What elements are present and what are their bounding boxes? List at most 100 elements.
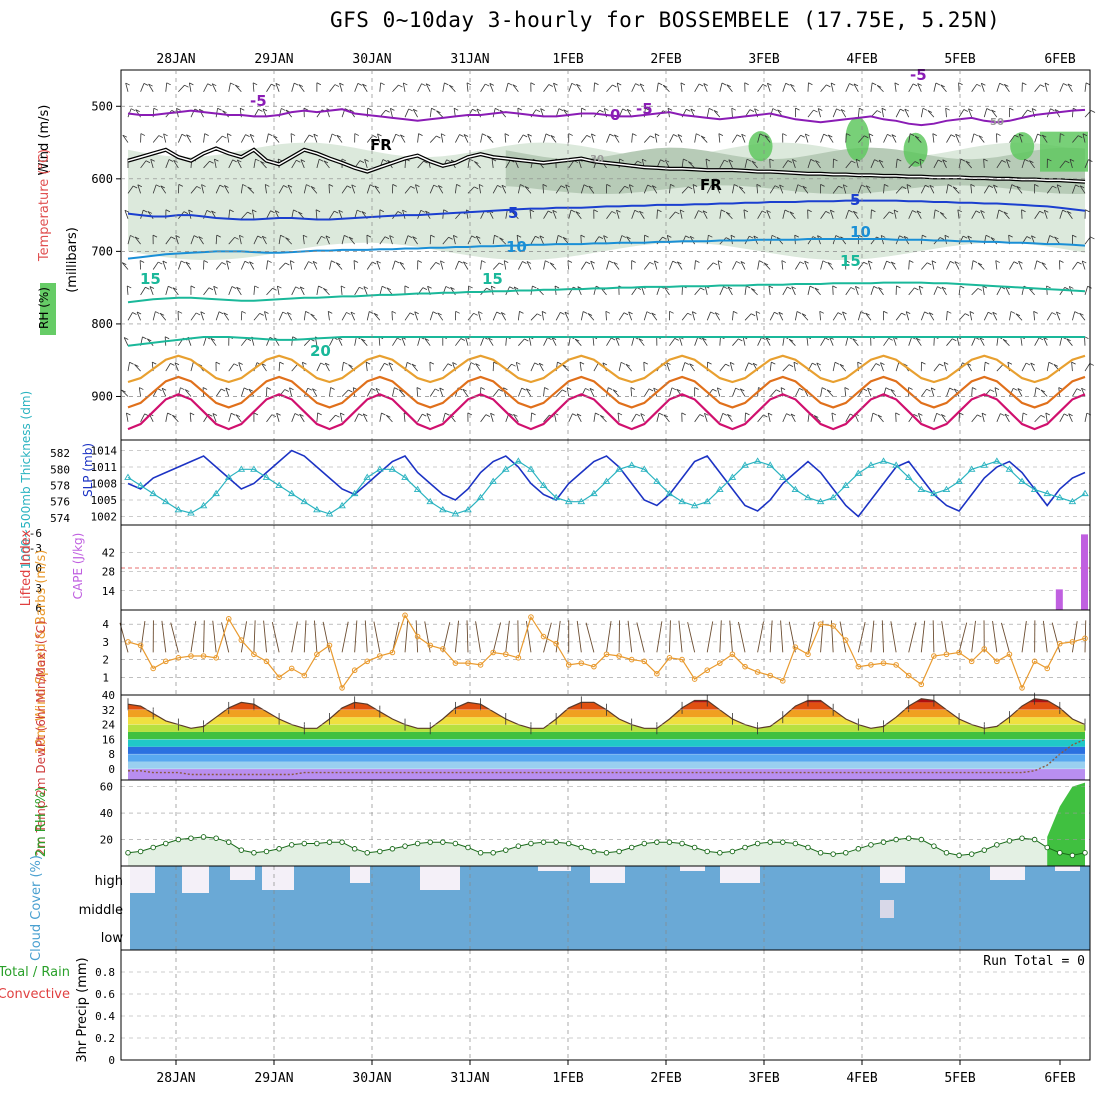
wind-barb (1069, 159, 1073, 169)
wind-barb (732, 134, 738, 143)
rh2m-marker (704, 848, 710, 855)
wind-barb (173, 160, 179, 169)
wind-barb (150, 159, 154, 169)
wind-barb-flag (209, 160, 214, 164)
wind-barb (857, 311, 862, 321)
wind-barb-flag (549, 262, 555, 266)
wind-barb (465, 336, 469, 346)
thickness-marker (879, 457, 888, 464)
wind-barb-flag (606, 183, 611, 187)
wind-barb (403, 412, 406, 422)
wind-barb-flag (1016, 185, 1021, 189)
wind-barb (339, 412, 343, 422)
wind-barb-flag (874, 159, 879, 163)
wind-barb (415, 184, 419, 194)
wind-barb (404, 312, 411, 321)
wind-barb (399, 261, 406, 270)
wind-barb-flag (698, 210, 703, 213)
wind-barb (392, 387, 395, 397)
wind-barb-flag (537, 313, 542, 317)
wind-barb-flag (252, 209, 257, 213)
thickness-marker (426, 497, 435, 505)
wind-barb (568, 83, 573, 92)
wind-barb (411, 363, 418, 372)
wind-barb-flag (796, 311, 802, 314)
wind-barb-flag (1085, 82, 1091, 86)
wind-barb-flag (386, 287, 392, 291)
wind-barb (804, 133, 809, 143)
wind-barb-flag (331, 260, 336, 264)
wind-barb (1059, 83, 1064, 92)
wind-barb (1017, 388, 1023, 397)
wind-barb (543, 260, 546, 270)
wind10m-barb (687, 622, 696, 653)
wind-barb (606, 84, 613, 93)
wind-barb (528, 336, 532, 346)
wind-barb (249, 261, 255, 270)
wind-barb (743, 209, 746, 219)
wind-barb-flag (769, 158, 774, 162)
wind-barb (933, 286, 938, 296)
wind-barb-flag (1010, 311, 1016, 314)
wind-barb-flag (855, 158, 861, 162)
wind-barb (429, 184, 435, 194)
wind-barb (241, 211, 248, 219)
wind-barb-flag (358, 413, 363, 417)
wind-barb (599, 415, 607, 423)
wind-barb-flag (283, 185, 288, 188)
wind-barb (845, 160, 852, 169)
rh2m-marker (905, 835, 912, 841)
wind-barb-flag (262, 108, 268, 112)
wind-barb (215, 311, 220, 321)
wind-barb (706, 262, 714, 270)
wind-barb (140, 83, 145, 92)
wind-barb-flag (890, 389, 895, 392)
wind-barb (895, 186, 903, 194)
wind-barb (287, 184, 293, 194)
wind-barb (643, 311, 648, 321)
slp-tick-label: 1008 (91, 478, 118, 491)
wind-barb-flag (792, 159, 797, 162)
cloud-gap (130, 866, 155, 893)
date-label-top: 31JAN (450, 52, 489, 67)
wind-barb (517, 184, 521, 194)
isotherm-line (127, 199, 1086, 221)
wind-barb (832, 185, 839, 194)
wind-barb-flag (658, 412, 664, 416)
rh-shading-high (845, 116, 870, 161)
wind-barb-flag (680, 209, 685, 213)
wind-barb (893, 209, 897, 219)
wind-barb-flag (452, 362, 457, 365)
wind-barb-flag (545, 133, 551, 137)
wind-barb (337, 337, 343, 346)
wind-barb-flag (666, 362, 671, 365)
cloud-gap (420, 866, 460, 890)
wind-barb (744, 313, 752, 321)
wind-barb (140, 287, 146, 296)
wind-barb (883, 260, 887, 270)
wind-barb (1034, 133, 1038, 143)
wind-barb-flag (975, 210, 981, 214)
wind10m-barb (992, 620, 998, 653)
wind-barb-flag (715, 312, 720, 315)
wind-barb (163, 133, 167, 143)
wind-barb (499, 110, 507, 118)
wind-barb-flag (976, 83, 981, 87)
wind-barb (1081, 260, 1086, 270)
wind-barb-flag (745, 412, 750, 416)
wind-barb (417, 133, 419, 143)
wind-barb (264, 184, 267, 194)
wind-barb-flag (186, 134, 191, 138)
thickness-tick-label: 576 (50, 496, 70, 509)
wind-barb-flag (271, 83, 276, 87)
wind-barb (417, 160, 424, 169)
wind-tick-label: 2 (102, 654, 109, 667)
wind-barb-flag (165, 209, 171, 213)
wind-barb (339, 83, 343, 92)
wind-barb-flag (753, 235, 758, 239)
wind-barb-flag (934, 209, 940, 213)
wind-barb-flag (519, 311, 524, 314)
cloud-gap (262, 866, 294, 890)
thickness-marker (716, 485, 724, 493)
